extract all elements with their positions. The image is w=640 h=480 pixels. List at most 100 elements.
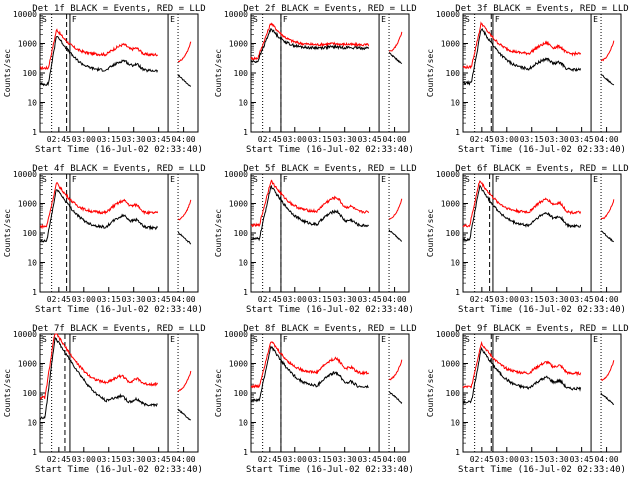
y-axis-label: Counts/sec bbox=[214, 369, 223, 417]
y-tick-label: 10000 bbox=[224, 10, 248, 19]
series-lld-line bbox=[177, 199, 192, 221]
x-tick-label: 02:45 bbox=[258, 455, 282, 464]
series-events-line bbox=[250, 184, 369, 242]
y-tick-label: 10 bbox=[450, 259, 460, 268]
y-tick-label: 1000 bbox=[229, 360, 248, 369]
marker-label-f: F bbox=[495, 335, 500, 344]
panel-title: Det 3f BLACK = Events, RED = LLD bbox=[455, 4, 628, 14]
series-lld-line bbox=[600, 360, 615, 382]
series-lld-line bbox=[462, 21, 582, 69]
marker-label-s: S bbox=[465, 175, 470, 184]
x-tick-label: 02:45 bbox=[470, 295, 494, 304]
series-events-line bbox=[388, 391, 403, 405]
x-tick-label: 03:00 bbox=[72, 455, 96, 464]
x-tick-label: 03:30 bbox=[333, 295, 357, 304]
x-tick-label: 03:45 bbox=[570, 135, 594, 144]
plot-frame bbox=[462, 173, 622, 293]
x-tick-label: 03:45 bbox=[358, 135, 382, 144]
x-axis-label: Start Time (16-Jul-02 02:33:40) bbox=[246, 465, 414, 475]
y-tick-label: 1000 bbox=[18, 200, 37, 209]
marker-label-f: F bbox=[283, 175, 288, 184]
x-tick-label: 03:15 bbox=[308, 295, 332, 304]
marker-label-s: S bbox=[42, 335, 47, 344]
plot-frame bbox=[462, 13, 622, 133]
marker-label-f: F bbox=[495, 15, 500, 24]
x-tick-label: 02:45 bbox=[47, 455, 71, 464]
x-tick-label: 03:45 bbox=[570, 295, 594, 304]
y-tick-label: 100 bbox=[234, 229, 249, 238]
y-tick-label: 1000 bbox=[441, 360, 460, 369]
x-tick-label: 02:45 bbox=[47, 295, 71, 304]
x-tick-label: 03:15 bbox=[97, 455, 121, 464]
x-tick-label: 04:00 bbox=[595, 295, 619, 304]
marker-label-f: F bbox=[72, 175, 77, 184]
x-tick-label: 03:00 bbox=[495, 135, 519, 144]
x-tick-label: 03:30 bbox=[545, 135, 569, 144]
y-tick-label: 10000 bbox=[436, 10, 460, 19]
x-tick-label: 04:00 bbox=[172, 295, 196, 304]
series-events-line bbox=[463, 184, 582, 242]
x-tick-label: 03:00 bbox=[495, 295, 519, 304]
detector-panel: Det 5f BLACK = Events, RED = LLD 1 10 100 10… bbox=[214, 164, 417, 315]
y-tick-label: 100 bbox=[446, 389, 461, 398]
marker-label-e: E bbox=[593, 15, 598, 24]
series-lld-line bbox=[388, 198, 403, 220]
y-tick-label: 10000 bbox=[436, 330, 460, 339]
x-axis-label: Start Time (16-Jul-02 02:33:40) bbox=[35, 465, 203, 475]
series-events-line bbox=[39, 189, 158, 243]
marker-label-e: E bbox=[170, 335, 175, 344]
y-tick-label: 100 bbox=[446, 229, 461, 238]
y-tick-label: 10000 bbox=[13, 330, 37, 339]
y-tick-label: 10 bbox=[27, 99, 37, 108]
series-events-line bbox=[388, 229, 402, 242]
marker-label-e: E bbox=[170, 175, 175, 184]
series-lld-line bbox=[462, 180, 582, 228]
series-lld-line bbox=[39, 182, 159, 230]
x-tick-label: 03:00 bbox=[283, 455, 307, 464]
x-axis-label: Start Time (16-Jul-02 02:33:40) bbox=[35, 305, 203, 315]
series-lld-line bbox=[388, 31, 403, 52]
y-axis-label: Counts/sec bbox=[426, 49, 435, 97]
x-tick-label: 03:45 bbox=[358, 455, 382, 464]
marker-label-s: S bbox=[42, 15, 47, 24]
y-tick-label: 1000 bbox=[18, 40, 37, 49]
detector-panel: Det 3f BLACK = Events, RED = LLD 1 10 100 10… bbox=[426, 4, 629, 155]
y-tick-label: 1 bbox=[32, 448, 37, 457]
y-tick-label: 10 bbox=[450, 419, 460, 428]
marker-label-e: E bbox=[170, 15, 175, 24]
y-tick-label: 100 bbox=[23, 229, 38, 238]
marker-label-e: E bbox=[593, 335, 598, 344]
x-tick-label: 04:00 bbox=[383, 135, 407, 144]
y-tick-label: 1000 bbox=[18, 360, 37, 369]
series-lld-line bbox=[178, 41, 192, 63]
y-tick-label: 1000 bbox=[441, 40, 460, 49]
x-tick-label: 02:45 bbox=[470, 455, 494, 464]
x-tick-label: 03:00 bbox=[283, 135, 307, 144]
x-tick-label: 03:45 bbox=[147, 135, 171, 144]
x-tick-label: 03:30 bbox=[122, 295, 146, 304]
y-tick-label: 1 bbox=[32, 288, 37, 297]
x-tick-label: 03:15 bbox=[308, 455, 332, 464]
panel-title: Det 4f BLACK = Events, RED = LLD bbox=[32, 164, 205, 174]
series-lld-line bbox=[600, 199, 615, 220]
x-axis-label: Start Time (16-Jul-02 02:33:40) bbox=[458, 145, 626, 155]
series-events-line bbox=[601, 230, 614, 243]
y-tick-label: 10000 bbox=[224, 330, 248, 339]
plot-frame bbox=[250, 13, 410, 133]
series-lld-line bbox=[388, 359, 403, 381]
plot-frame bbox=[462, 333, 622, 453]
x-tick-label: 02:45 bbox=[470, 135, 494, 144]
y-axis-label: Counts/sec bbox=[3, 209, 12, 257]
series-lld-line bbox=[177, 370, 192, 393]
y-tick-label: 1 bbox=[455, 288, 460, 297]
x-tick-label: 03:45 bbox=[147, 455, 171, 464]
marker-label-s: S bbox=[465, 15, 470, 24]
panel-title: Det 5f BLACK = Events, RED = LLD bbox=[243, 164, 416, 174]
x-tick-label: 03:30 bbox=[122, 455, 146, 464]
x-tick-label: 03:45 bbox=[358, 295, 382, 304]
series-lld-line bbox=[250, 179, 370, 228]
x-tick-label: 03:15 bbox=[97, 295, 121, 304]
x-tick-label: 02:45 bbox=[258, 295, 282, 304]
series-events-line bbox=[39, 36, 159, 87]
series-events-line bbox=[177, 231, 192, 245]
